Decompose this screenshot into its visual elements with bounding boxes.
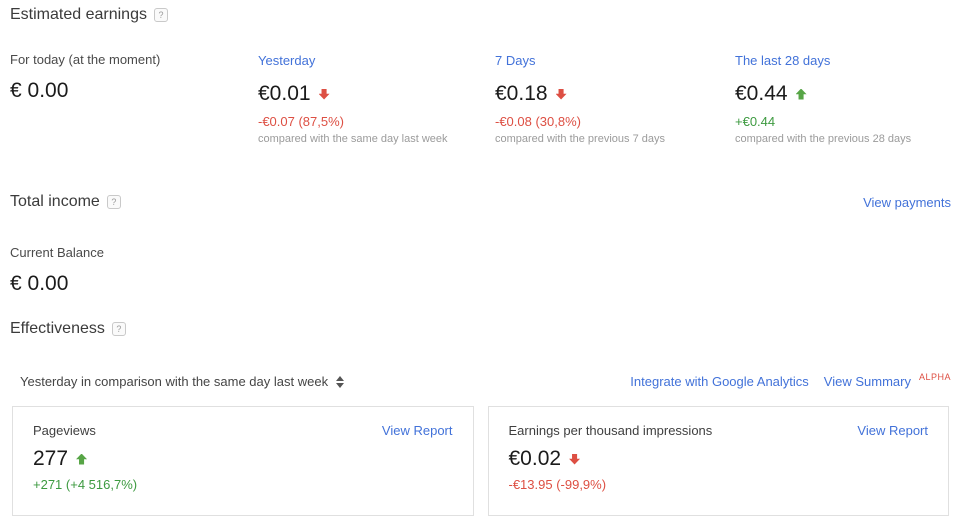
current-balance-value: € 0.00	[10, 272, 69, 295]
comparison-period-selector[interactable]: Yesterday in comparison with the same da…	[20, 374, 345, 389]
earnings-compare-note-yesterday: compared with the same day last week	[258, 133, 448, 145]
earnings-column-28days: The last 28 days €0.44 +€0.44 compared w…	[735, 52, 951, 145]
trend-up-icon	[795, 88, 807, 100]
epm-delta: -€13.95 (-99,9%)	[508, 477, 607, 492]
alpha-badge: ALPHA	[918, 372, 951, 382]
earnings-period-grid: For today (at the moment) € 0.00 Yesterd…	[10, 52, 951, 145]
earnings-value-yesterday: €0.01	[258, 82, 311, 105]
help-icon[interactable]: ?	[111, 322, 126, 336]
view-summary-link[interactable]: View Summary	[823, 374, 911, 389]
estimated-earnings-header: Estimated earnings ?	[10, 6, 951, 24]
earnings-column-yesterday: Yesterday €0.01 -€0.07 (87,5%) compared …	[258, 52, 495, 145]
earnings-delta-7days: -€0.08 (30,8%)	[495, 114, 581, 129]
epm-value: €0.02	[508, 447, 562, 470]
tab-yesterday[interactable]: Yesterday	[258, 53, 316, 68]
trend-up-icon	[76, 453, 88, 465]
integrate-analytics-link[interactable]: Integrate with Google Analytics	[630, 374, 809, 389]
earnings-value-today: € 0.00	[10, 79, 69, 102]
earnings-column-7days: 7 Days €0.18 -€0.08 (30,8%) compared wit…	[495, 52, 735, 145]
current-balance-label: Current Balance	[10, 245, 104, 260]
tab-7-days[interactable]: 7 Days	[495, 53, 536, 68]
earnings-compare-note-28days: compared with the previous 28 days	[735, 133, 912, 145]
epm-card: Earnings per thousand impressions View R…	[487, 406, 949, 516]
pageviews-card: Pageviews View Report 277 +271 (+4 516,7…	[12, 406, 474, 516]
estimated-earnings-title: Estimated earnings	[10, 6, 147, 23]
effectiveness-cards: Pageviews View Report 277 +271 (+4 516,7…	[10, 406, 951, 516]
earnings-delta-28days: +€0.44	[735, 114, 776, 129]
earnings-value-7days: €0.18	[495, 82, 548, 105]
total-income-title: Total income	[10, 193, 100, 210]
view-report-link[interactable]: View Report	[381, 423, 453, 438]
pageviews-label: Pageviews	[33, 423, 96, 438]
tab-last-28-days[interactable]: The last 28 days	[735, 53, 831, 68]
help-icon[interactable]: ?	[153, 8, 168, 22]
effectiveness-header: Effectiveness ?	[10, 320, 951, 338]
earnings-delta-yesterday: -€0.07 (87,5%)	[258, 114, 344, 129]
earnings-compare-note-7days: compared with the previous 7 days	[495, 133, 665, 145]
comparison-selector-label: Yesterday in comparison with the same da…	[20, 374, 329, 389]
trend-down-icon	[555, 88, 567, 100]
view-report-link[interactable]: View Report	[857, 423, 928, 438]
pageviews-value: 277	[33, 447, 69, 470]
earnings-column-today: For today (at the moment) € 0.00	[10, 52, 258, 145]
effectiveness-title: Effectiveness	[10, 320, 105, 337]
comparison-selector-row: Yesterday in comparison with the same da…	[10, 372, 951, 389]
total-income-header: Total income ? View payments	[10, 193, 951, 211]
view-payments-link[interactable]: View payments	[863, 194, 951, 210]
pageviews-delta: +271 (+4 516,7%)	[33, 477, 138, 492]
updown-arrows-icon	[336, 375, 345, 388]
epm-label: Earnings per thousand impressions	[508, 423, 713, 438]
trend-down-icon	[318, 88, 330, 100]
help-icon[interactable]: ?	[106, 195, 121, 209]
trend-down-icon	[569, 453, 581, 465]
period-label-today: For today (at the moment)	[10, 52, 161, 67]
effectiveness-section: Effectiveness ? Yesterday in comparison …	[10, 320, 951, 516]
total-income-section: Total income ? View payments Current Bal…	[10, 193, 951, 296]
earnings-value-28days: €0.44	[735, 82, 788, 105]
